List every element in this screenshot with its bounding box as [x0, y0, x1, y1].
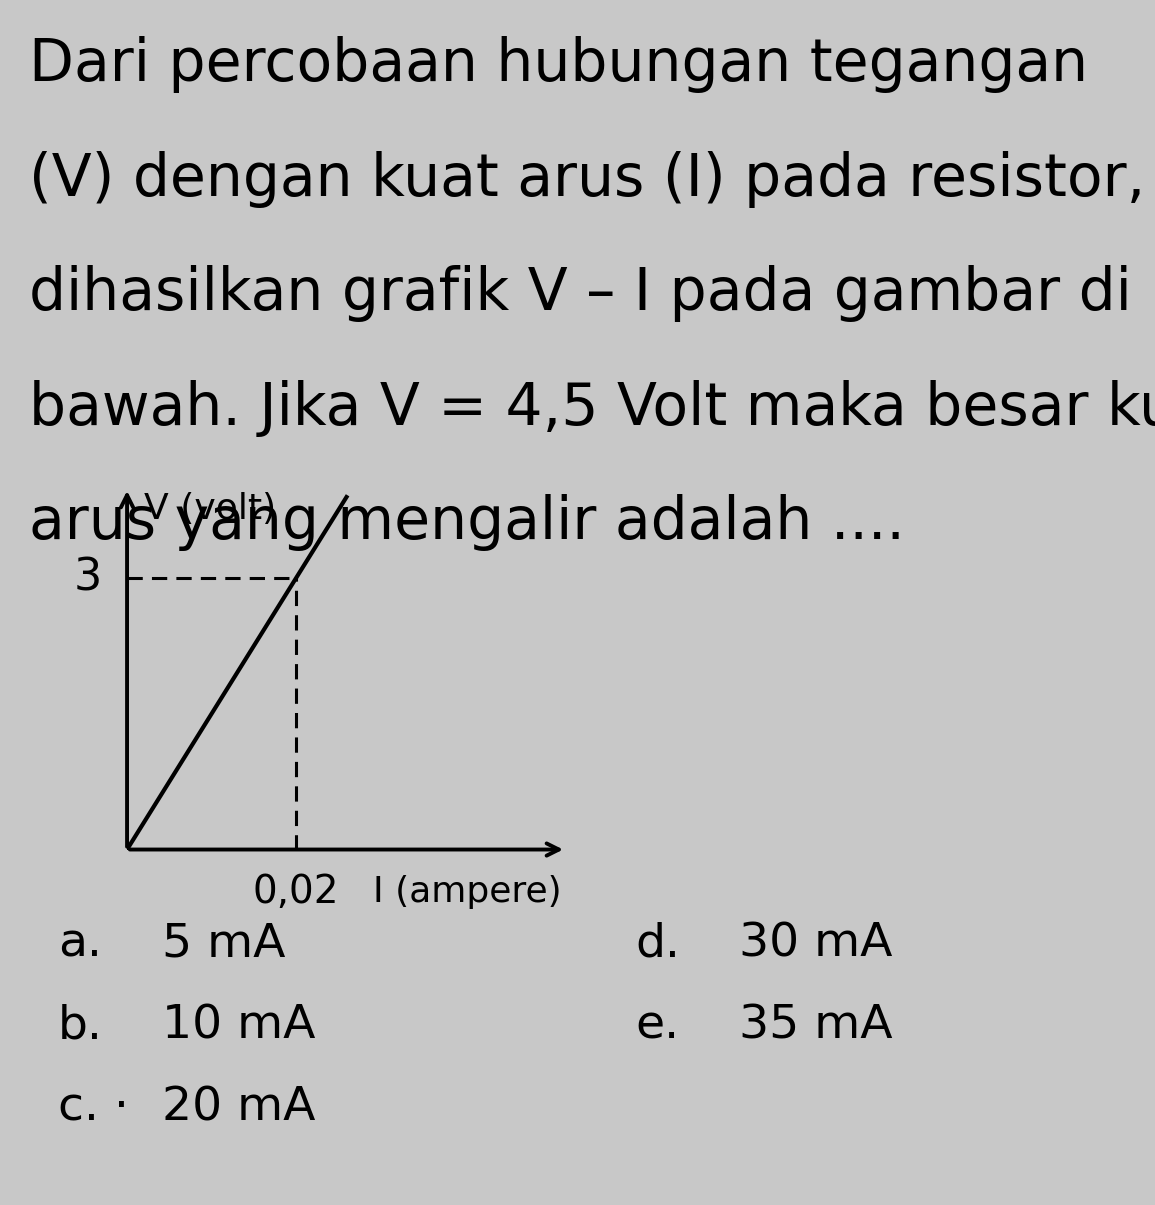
- Text: arus yang mengalir adalah ....: arus yang mengalir adalah ....: [29, 494, 904, 551]
- Text: e.: e.: [635, 1004, 679, 1048]
- Text: bawah. Jika V = 4,5 Volt maka besar kuat: bawah. Jika V = 4,5 Volt maka besar kuat: [29, 380, 1155, 436]
- Text: a.: a.: [58, 922, 102, 966]
- Text: 3: 3: [74, 557, 102, 600]
- Text: dihasilkan grafik V – I pada gambar di: dihasilkan grafik V – I pada gambar di: [29, 265, 1132, 322]
- Text: Dari percobaan hubungan tegangan: Dari percobaan hubungan tegangan: [29, 36, 1088, 93]
- Text: 35 mA: 35 mA: [739, 1004, 893, 1048]
- Text: b.: b.: [58, 1004, 103, 1048]
- Text: 30 mA: 30 mA: [739, 922, 893, 966]
- Text: 10 mA: 10 mA: [162, 1004, 315, 1048]
- Text: d.: d.: [635, 922, 680, 966]
- Text: I (ampere): I (ampere): [373, 875, 561, 909]
- Text: V (volt): V (volt): [144, 492, 276, 525]
- Text: 0,02: 0,02: [253, 872, 340, 911]
- Text: 20 mA: 20 mA: [162, 1086, 315, 1130]
- Text: c. ·: c. ·: [58, 1086, 128, 1130]
- Text: (V) dengan kuat arus (I) pada resistor,: (V) dengan kuat arus (I) pada resistor,: [29, 151, 1145, 207]
- Text: 5 mA: 5 mA: [162, 922, 285, 966]
